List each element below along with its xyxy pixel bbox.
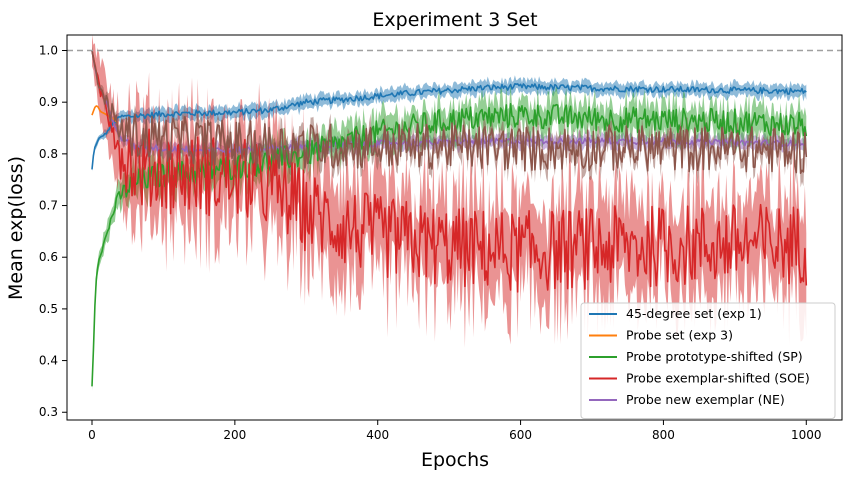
series-lines [91,50,808,387]
y-tick-label: 0.4 [39,354,58,368]
y-tick-label: 0.8 [39,147,58,161]
x-tick-label: 1000 [791,428,822,442]
legend-label: Probe exemplar-shifted (SOE) [626,371,810,386]
series-band [92,75,807,172]
legend-label: Probe set (exp 3) [626,328,733,343]
legend: 45-degree set (exp 1) Probe set (exp 3) Pr… [580,302,836,419]
series-line [91,50,808,174]
series-line [91,105,119,124]
legend-label: Probe new exemplar (NE) [626,392,785,407]
x-tick-label: 600 [509,428,532,442]
x-tick-label: 200 [223,428,246,442]
x-tick-label: 800 [652,428,675,442]
plot-frame [66,34,843,421]
x-tick-label: 0 [88,428,96,442]
series-band [92,45,807,188]
y-tick-label: 0.6 [39,250,58,264]
chart-title: Experiment 3 Set [372,9,537,31]
x-axis-ticks: 0 200 400 600 800 1000 [88,420,822,442]
y-axis-label: Mean exp(loss) [5,156,27,300]
series-line [91,83,807,170]
y-axis-ticks: 0.3 0.4 0.5 0.6 0.7 0.8 0.9 1.0 [39,44,67,419]
legend-label: Probe prototype-shifted (SP) [626,349,803,364]
y-tick-label: 0.7 [39,199,58,213]
x-axis-label: Epochs [421,449,489,471]
y-tick-label: 0.3 [39,405,58,419]
y-tick-label: 0.9 [39,95,58,109]
series-band [92,35,807,348]
y-tick-label: 1.0 [39,44,58,58]
legend-box [580,302,836,419]
x-tick-label: 400 [366,428,389,442]
legend-label: 45-degree set (exp 1) [626,306,762,321]
y-tick-label: 0.5 [39,302,58,316]
